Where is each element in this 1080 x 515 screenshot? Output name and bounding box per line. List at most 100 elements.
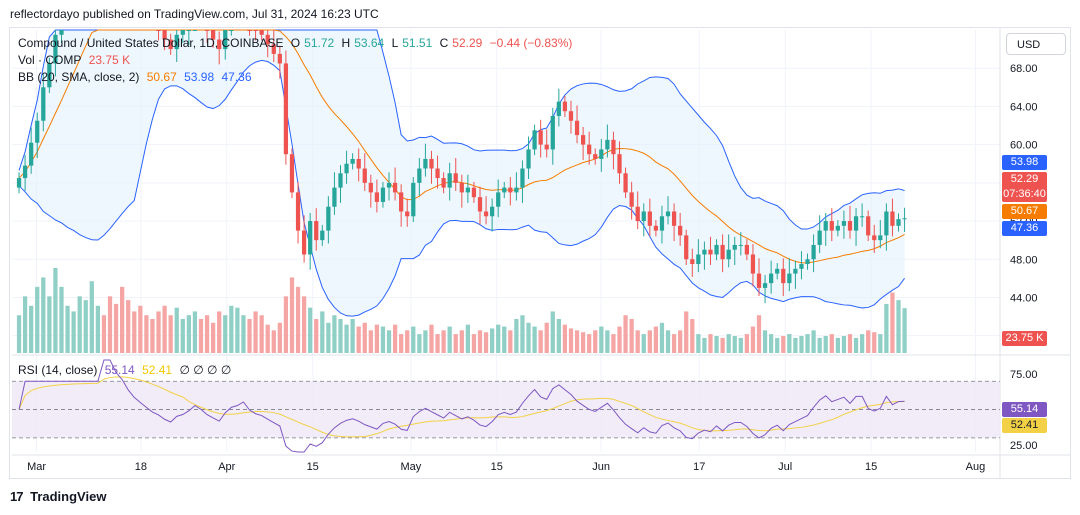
volume-bar [411,326,416,353]
candle-body [835,225,840,231]
volume-bar [83,300,88,353]
chart-frame [9,27,1071,479]
candle-body [247,30,252,31]
candle-body [502,187,507,193]
candle-body [653,225,659,231]
candle-body [265,34,270,45]
volume-bar [726,334,731,353]
candle-body [356,158,361,169]
volume-bar [678,330,683,353]
candle-body [326,206,331,231]
candle-body [429,158,434,169]
volume-bar [556,319,561,353]
candle-body [496,192,501,207]
volume-bar [441,330,446,353]
candle-body [168,39,173,50]
candle-body [47,63,52,88]
candles [16,30,907,304]
candle-body [696,254,701,265]
candle-body [617,154,622,174]
bb-upper-tag: 53.98 [1002,155,1047,170]
candle-body [878,235,883,241]
volume-bar [447,326,452,353]
symbol-title: Compound / United States Dollar, 1D, COI… [18,36,284,50]
volume-bar [113,303,119,353]
volume-tag: 23.75 K [1002,331,1047,346]
candle-body [690,259,695,265]
candle-body [708,249,713,255]
volume-bar [593,330,598,353]
bb-upper-value: 53.98 [184,70,215,84]
volume-bar [283,296,289,353]
volume-bar [781,336,786,353]
price-tick-label: 64.00 [1010,101,1038,113]
volume-bar [241,315,246,353]
candle-body [872,235,877,241]
candle-body [799,264,804,269]
candle-body [435,168,440,179]
volume-bar [490,328,495,353]
rsi-tick-label: 25.00 [1010,440,1038,452]
volume-bar [350,319,355,353]
candle-body [665,211,671,217]
volume-bar [144,315,149,353]
volume-bar [22,296,28,353]
volume-bar [192,311,198,353]
candle-body [593,154,598,159]
close-price-tag: 52.29 07:36:40 [1002,172,1047,202]
candle-body [465,187,470,193]
rsi-tag: 55.14 [1002,402,1047,417]
volume-bar [502,326,507,353]
candle-body [793,268,798,274]
candle-body [568,111,574,121]
candle-body [805,259,810,265]
volume-bar [229,305,234,353]
volume-bar [132,311,137,353]
candle-body [405,211,410,217]
volume-bar [362,322,367,353]
time-tick-label: Apr [218,461,235,473]
candle-body [811,244,816,260]
candle-body [647,211,652,226]
time-tick-label: May [400,461,421,473]
candle-body [162,30,167,40]
rsi-ma-value: 52.41 [142,363,173,377]
candle-body [629,192,634,207]
candle-body [720,244,725,260]
candle-body [787,273,792,284]
volume-bar [605,330,610,353]
volume-bar [799,336,804,353]
volume-bar [647,330,652,353]
ohlc-close-label: C [439,36,449,50]
volume-bar [35,286,40,353]
candle-body [635,206,640,222]
volume-bar [392,324,398,353]
candle-body [301,230,307,255]
volume-bar [65,305,70,353]
rsi-extra: ∅ ∅ ∅ ∅ [179,363,232,377]
volume-bar [653,326,659,353]
volume-bar [641,334,646,353]
time-tick-label: Aug [966,461,986,473]
candle-body [514,187,519,193]
volume-bar [508,330,513,353]
candle-body [471,187,477,198]
volume-bar [301,296,307,353]
volume-bar [265,324,270,353]
candle-body [702,249,707,255]
volume-bar [859,334,865,353]
volume-bar [217,311,222,353]
volume-bar [659,322,665,353]
volume-bar [902,308,907,353]
candle-body [550,115,555,150]
volume-bar [429,324,434,353]
volume-bar [150,319,155,353]
volume-bar [223,315,228,353]
volume-bar [399,334,404,353]
volume-bar [696,334,701,353]
currency-button[interactable]: USD [1006,33,1066,55]
volume-bar [872,332,877,353]
volume-bar [380,326,386,353]
candle-body [769,273,774,284]
